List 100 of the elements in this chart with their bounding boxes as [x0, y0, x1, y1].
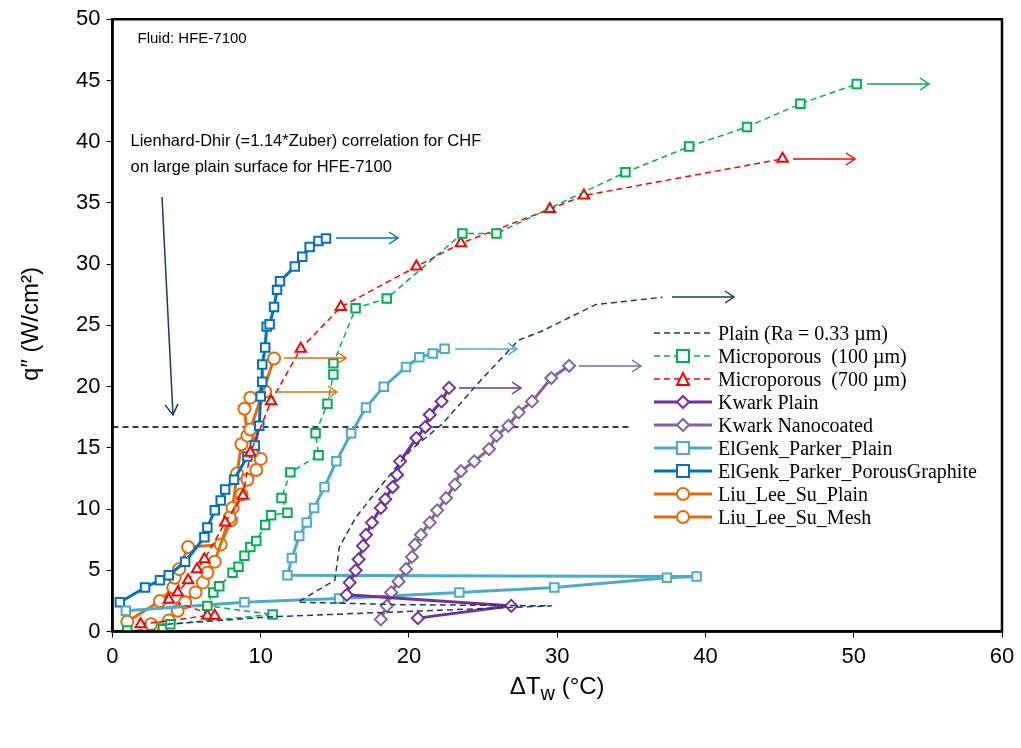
point: [385, 480, 400, 495]
point: [256, 359, 268, 370]
point: [427, 348, 438, 359]
point: [163, 570, 175, 581]
point: [239, 550, 250, 561]
point: [208, 608, 221, 620]
y-tick-label: 35: [75, 188, 101, 214]
point: [294, 341, 307, 353]
y-tick-label: 50: [75, 5, 101, 31]
point: [489, 428, 504, 443]
point: [114, 596, 126, 608]
legend-label: ElGenk_Parker_PorousGraphite: [718, 459, 977, 483]
point: [322, 398, 333, 410]
point: [381, 293, 392, 304]
legend-label: Plain (Ra = 0.33 µm): [718, 321, 889, 345]
point: [215, 495, 226, 506]
point: [439, 491, 454, 506]
point: [410, 611, 425, 626]
point: [379, 598, 394, 613]
y-tick-label: 5: [88, 556, 101, 582]
point: [454, 236, 468, 248]
point: [544, 371, 559, 386]
point: [255, 391, 266, 402]
point: [259, 519, 271, 531]
point: [418, 420, 433, 435]
point: [285, 467, 296, 478]
point: [308, 502, 320, 514]
point: [691, 571, 702, 582]
legend-label: Microporous (700 µm): [718, 367, 907, 391]
x-tick-label: 30: [544, 642, 570, 668]
point: [213, 581, 225, 592]
point: [256, 376, 268, 387]
legend-label: Liu_Lee_Su_Plain: [718, 482, 868, 506]
y-tick-label: 10: [75, 495, 101, 521]
point: [453, 464, 468, 479]
point: [199, 532, 210, 543]
point: [454, 587, 465, 598]
point: [276, 492, 287, 504]
point: [202, 522, 213, 533]
point: [264, 394, 278, 406]
point: [549, 582, 560, 593]
point: [296, 251, 308, 263]
point: [239, 596, 250, 608]
point: [282, 507, 293, 519]
legend-label: Kwark Nanocoated: [718, 413, 873, 437]
y-tick-label: 40: [75, 127, 101, 153]
x-tick-label: 20: [396, 642, 422, 668]
point: [404, 549, 419, 564]
point: [851, 78, 862, 90]
point: [350, 303, 361, 314]
point: [356, 538, 371, 553]
y-tick-label: 45: [75, 66, 101, 92]
point: [267, 351, 282, 366]
y-axis-title: q″ (W/cm²): [16, 266, 44, 384]
point: [348, 563, 363, 578]
point: [268, 301, 280, 313]
point: [342, 575, 357, 590]
point: [400, 361, 412, 373]
point: [422, 407, 437, 422]
point: [501, 418, 516, 433]
point: [351, 552, 366, 567]
point: [414, 352, 425, 363]
point: [218, 515, 232, 527]
point: [391, 574, 406, 589]
legend-label: Kwark Plain: [718, 390, 819, 414]
point: [683, 141, 695, 152]
point: [244, 445, 257, 457]
point: [447, 477, 462, 492]
point: [313, 449, 324, 461]
point: [134, 617, 147, 629]
point: [328, 369, 339, 380]
point: [378, 492, 393, 507]
point: [334, 300, 347, 312]
point: [274, 276, 286, 287]
point: [413, 527, 428, 542]
point: [795, 98, 806, 109]
annotation: Lienhard-Dhir (=1.14*Zuber) correlation for CHF on large plain surface for HFE-7100: [130, 130, 483, 178]
point: [219, 484, 231, 495]
point: [430, 503, 445, 518]
point: [491, 228, 502, 239]
point: [360, 402, 372, 413]
x-tick-label: 60: [989, 642, 1015, 668]
point: [741, 121, 753, 133]
point: [439, 343, 450, 354]
point: [251, 535, 262, 547]
point: [320, 233, 332, 244]
point: [410, 259, 423, 271]
point: [120, 605, 132, 617]
point: [378, 381, 390, 392]
point: [373, 612, 388, 627]
point: [373, 500, 388, 515]
legend-label: Microporous (100 µm): [718, 344, 907, 368]
legend-label: ElGenk_Parker_Plain: [718, 436, 893, 460]
point: [188, 585, 203, 600]
point: [253, 451, 268, 466]
point: [294, 530, 305, 542]
point: [620, 167, 631, 178]
point: [181, 573, 195, 585]
point: [339, 587, 354, 602]
y-tick-label: 30: [75, 250, 101, 276]
